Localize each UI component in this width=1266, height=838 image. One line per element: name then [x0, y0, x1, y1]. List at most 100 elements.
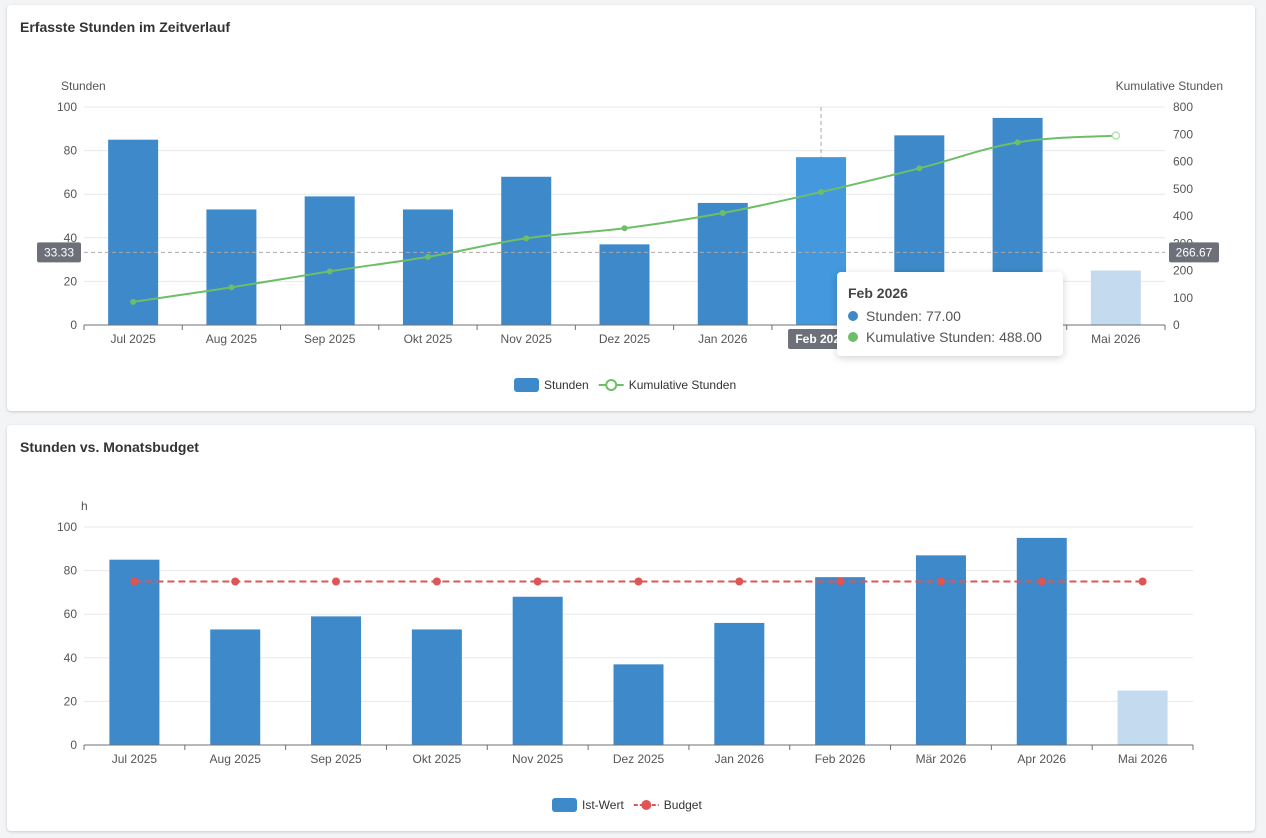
budget-point-dez-2025	[634, 577, 643, 586]
x-tick-label: Jan 2026	[698, 332, 748, 346]
cumulative-point-okt-2025	[424, 253, 431, 260]
chart-tooltip: Feb 2026 Stunden: 77.00 Kumulative Stund…	[837, 272, 1063, 356]
budget-point-feb-2026	[836, 577, 845, 586]
tooltip-hours-value: Stunden: 77.00	[866, 308, 961, 324]
x-tick-label: Aug 2025	[206, 332, 258, 346]
bar-apr-2026	[1016, 537, 1067, 745]
y2-tick-label: 600	[1173, 155, 1193, 169]
legend-bar-swatch	[514, 378, 539, 392]
x-tick-label: Aug 2025	[210, 752, 262, 766]
tooltip-row-cumulative: Kumulative Stunden: 488.00	[848, 327, 1052, 348]
y-tick-label: 80	[64, 144, 78, 158]
legend-line-marker	[605, 379, 618, 391]
y-tick-label: 40	[64, 651, 78, 665]
crosshair-y2-label: 266.67	[1176, 245, 1213, 259]
bar-mär-2026	[915, 555, 966, 745]
y-tick-label: 60	[64, 607, 78, 621]
bar-jan-2026	[697, 202, 748, 325]
crosshair-y2-badge	[1169, 242, 1219, 263]
legend-line-marker	[641, 800, 652, 810]
cumulative-point-jul-2025	[130, 298, 137, 305]
budget-point-mai-2026	[1138, 577, 1147, 586]
legend-bar-label: Ist-Wert	[582, 798, 624, 812]
legend-bar-swatch	[552, 798, 577, 812]
y-axis-title: h	[81, 499, 88, 513]
tooltip-title: Feb 2026	[848, 285, 908, 301]
bar-jul-2025	[109, 559, 160, 745]
y-tick-label: 20	[64, 694, 78, 708]
crosshair-x-label: Feb 2026	[795, 332, 847, 346]
bar-aug-2025	[206, 209, 257, 325]
bar-dez-2025	[599, 244, 650, 325]
y-tick-label: 100	[57, 100, 77, 114]
cumulative-dot-icon	[848, 332, 858, 343]
y-tick-label: 0	[70, 738, 77, 752]
y-tick-label: 40	[64, 231, 78, 245]
hours-dot-icon	[848, 311, 858, 322]
y2-tick-label: 400	[1173, 209, 1193, 223]
y-tick-label: 60	[64, 187, 78, 201]
hours-over-time-card: Erfasste Stunden im Zeitverlauf 0 20 40 60 8…	[7, 5, 1255, 411]
cumulative-point-mai-2026	[1111, 131, 1121, 140]
hours-vs-budget-card: Stunden vs. Monatsbudget 0 20 40 60 80 100 h Ju…	[7, 425, 1255, 831]
chart-title: Erfasste Stunden im Zeitverlauf	[20, 19, 231, 35]
y-tick-label: 0	[70, 318, 77, 332]
bar-jul-2025	[108, 139, 159, 325]
bar-feb-2026	[815, 577, 866, 745]
x-tick-label: Okt 2025	[413, 752, 462, 766]
x-tick-label: Feb 2026	[815, 752, 866, 766]
tooltip-row-hours: Stunden: 77.00	[848, 306, 1052, 327]
y2-tick-label: 100	[1173, 291, 1193, 305]
y-axis-title: Stunden	[61, 79, 106, 93]
budget-point-sep-2025	[332, 577, 341, 586]
bar-nov-2025	[501, 176, 552, 325]
cumulative-point-nov-2025	[523, 235, 530, 242]
legend-bar-label: Stunden	[544, 378, 589, 392]
cumulative-point-jan-2026	[719, 210, 726, 217]
y2-tick-label: 500	[1173, 182, 1193, 196]
crosshair-y-label: 33.33	[44, 245, 74, 259]
y-tick-label: 100	[57, 520, 77, 534]
y2-axis-title: Kumulative Stunden	[1116, 79, 1223, 93]
x-tick-label: Sep 2025	[310, 752, 362, 766]
bar-aug-2025	[210, 629, 261, 745]
cumulative-point-feb-2026	[818, 189, 825, 196]
x-tick-label: Sep 2025	[304, 332, 356, 346]
budget-point-apr-2026	[1037, 577, 1046, 586]
cumulative-point-apr-2026	[1014, 139, 1021, 146]
budget-point-okt-2025	[432, 577, 441, 586]
y-tick-label: 20	[64, 274, 78, 288]
x-tick-label: Apr 2026	[1017, 752, 1066, 766]
x-tick-label: Jul 2025	[110, 332, 156, 346]
budget-point-jan-2026	[735, 577, 744, 586]
cumulative-point-mär-2026	[916, 165, 923, 172]
legend-line-label: Budget	[664, 798, 703, 812]
bar-dez-2025	[613, 664, 664, 745]
x-tick-label: Dez 2025	[613, 752, 665, 766]
tooltip-cumulative-value: Kumulative Stunden: 488.00	[866, 329, 1042, 345]
cumulative-point-dez-2025	[621, 225, 628, 232]
x-tick-label: Dez 2025	[599, 332, 651, 346]
x-tick-label: Mai 2026	[1118, 752, 1168, 766]
budget-point-aug-2025	[231, 577, 240, 586]
y2-tick-label: 700	[1173, 127, 1193, 141]
x-tick-label: Jul 2025	[112, 752, 158, 766]
bar-nov-2025	[512, 596, 563, 745]
cumulative-point-sep-2025	[326, 268, 333, 275]
y2-tick-label: 0	[1173, 318, 1180, 332]
legend-line-label: Kumulative Stunden	[629, 378, 736, 392]
bar-mai-2026	[1117, 690, 1168, 745]
bar-okt-2025	[402, 209, 453, 325]
x-tick-label: Nov 2025	[501, 332, 553, 346]
bar-okt-2025	[411, 629, 462, 745]
bar-jan-2026	[714, 622, 765, 745]
chart-title: Stunden vs. Monatsbudget	[20, 439, 199, 455]
crosshair-y-badge	[37, 242, 81, 263]
hours-vs-budget-chart: 0 20 40 60 80 100 h Jul 2025 Aug 2025 Sep 2025 Okt…	[57, 499, 1194, 812]
x-tick-label: Mär 2026	[916, 752, 967, 766]
y2-tick-label: 200	[1173, 264, 1193, 278]
bar-mai-2026	[1090, 270, 1141, 325]
y-tick-label: 80	[64, 564, 78, 578]
bar-sep-2025	[304, 196, 355, 325]
x-tick-label: Nov 2025	[512, 752, 564, 766]
